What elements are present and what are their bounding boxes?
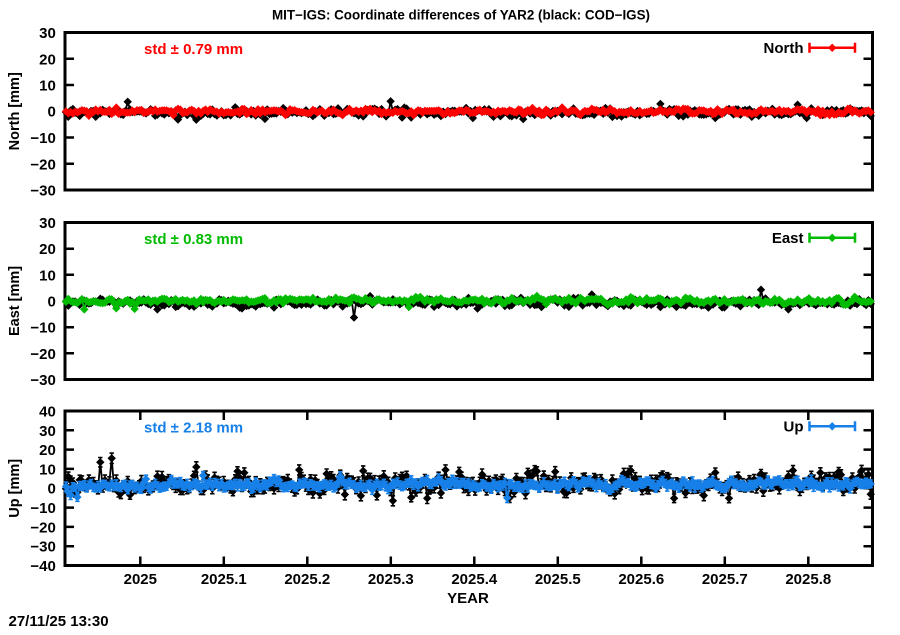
svg-text:20: 20	[39, 442, 56, 459]
svg-text:−20: −20	[30, 346, 55, 363]
svg-text:0: 0	[47, 481, 55, 498]
svg-text:27/11/25 13:30: 27/11/25 13:30	[9, 613, 109, 630]
svg-text:2025.4: 2025.4	[451, 571, 498, 588]
svg-text:2025.7: 2025.7	[702, 571, 748, 588]
svg-text:−10: −10	[30, 320, 55, 337]
svg-text:2025.1: 2025.1	[201, 571, 247, 588]
svg-text:East [mm]: East [mm]	[7, 266, 23, 336]
svg-text:10: 10	[39, 78, 56, 95]
svg-text:30: 30	[39, 423, 56, 440]
svg-text:0: 0	[47, 294, 55, 311]
svg-text:−10: −10	[30, 130, 55, 147]
svg-text:Up [mm]: Up [mm]	[7, 459, 23, 518]
svg-text:2025.8: 2025.8	[785, 571, 831, 588]
svg-text:MIT−IGS: Coordinate difference: MIT−IGS: Coordinate differences of YAR2 …	[272, 8, 650, 23]
svg-text:2025.2: 2025.2	[284, 571, 330, 588]
svg-text:std ± 0.83 mm: std ± 0.83 mm	[144, 231, 243, 248]
svg-text:20: 20	[39, 241, 56, 258]
svg-text:YEAR: YEAR	[447, 590, 489, 607]
svg-text:−30: −30	[30, 372, 55, 389]
svg-text:−10: −10	[30, 500, 55, 517]
svg-text:10: 10	[39, 461, 56, 478]
svg-text:North: North	[764, 40, 804, 57]
svg-text:−20: −20	[30, 519, 55, 536]
svg-text:2025.5: 2025.5	[535, 571, 581, 588]
svg-text:Up: Up	[784, 418, 804, 435]
svg-text:40: 40	[39, 404, 56, 421]
svg-text:East: East	[772, 230, 804, 247]
svg-text:20: 20	[39, 51, 56, 68]
svg-text:30: 30	[39, 215, 56, 232]
svg-text:2025.3: 2025.3	[368, 571, 414, 588]
svg-text:2025: 2025	[124, 571, 157, 588]
svg-text:North [mm]: North [mm]	[7, 72, 23, 150]
svg-text:2025.6: 2025.6	[618, 571, 664, 588]
svg-text:0: 0	[47, 104, 55, 121]
svg-text:std ± 2.18 mm: std ± 2.18 mm	[144, 420, 243, 437]
svg-text:10: 10	[39, 267, 56, 284]
svg-text:−40: −40	[30, 558, 55, 575]
svg-text:−30: −30	[30, 539, 55, 556]
svg-text:−30: −30	[30, 183, 55, 200]
svg-text:−20: −20	[30, 156, 55, 173]
svg-text:std ± 0.79 mm: std ± 0.79 mm	[144, 41, 243, 58]
svg-text:30: 30	[39, 25, 56, 42]
